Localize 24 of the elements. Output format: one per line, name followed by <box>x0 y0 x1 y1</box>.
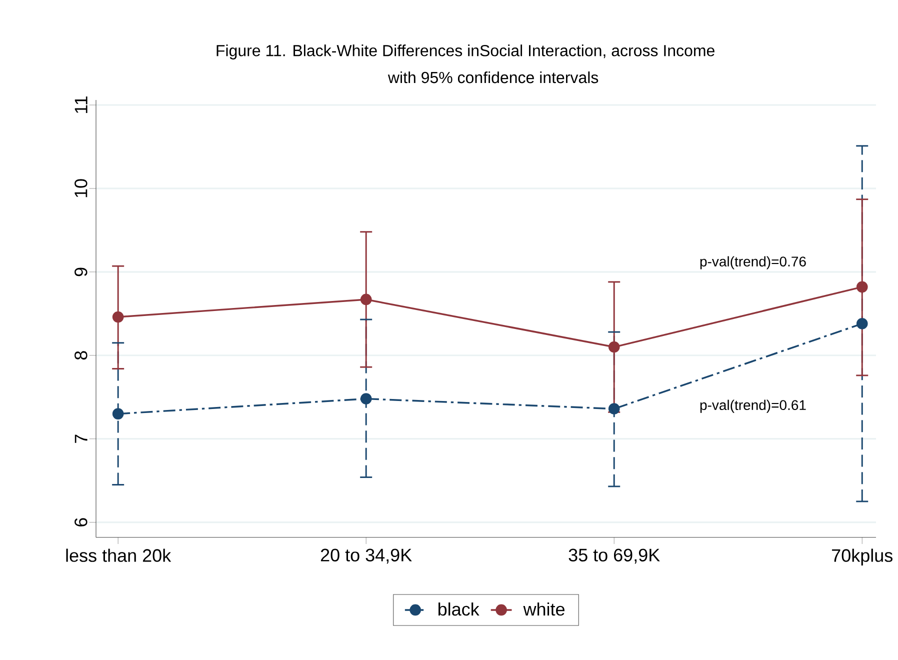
x-tick-label: 35 to 69,9K <box>568 548 660 564</box>
x-tick-label: 70kplus <box>832 548 892 566</box>
chart-subtitle: with 95% confidence intervals <box>388 71 598 84</box>
point <box>360 393 372 404</box>
y-tick-label: 10 <box>74 179 88 198</box>
point <box>608 403 620 414</box>
point <box>360 294 372 306</box>
point <box>608 341 620 353</box>
x-tick-label: less than 20k <box>66 548 172 562</box>
annotation: p-val(trend)=0.61 <box>700 400 806 413</box>
point <box>112 311 124 323</box>
y-tick-label: 8 <box>74 351 88 360</box>
y-tick-label: 7 <box>74 434 88 443</box>
legend-label: black <box>438 602 480 616</box>
annotation: p-val(trend)=0.76 <box>700 256 806 270</box>
point <box>112 408 124 420</box>
y-tick-label: 9 <box>74 268 88 276</box>
point <box>856 318 868 330</box>
legend-label: white <box>523 602 564 616</box>
chart-title: Figure 11. Black-White Differences inSocial Interaction, across Income <box>216 44 714 60</box>
x-tick-label: 20 to 34,9K <box>320 548 412 564</box>
y-tick-label: 6 <box>74 518 88 526</box>
y-tick-label: 11 <box>74 96 88 113</box>
point <box>856 281 868 293</box>
